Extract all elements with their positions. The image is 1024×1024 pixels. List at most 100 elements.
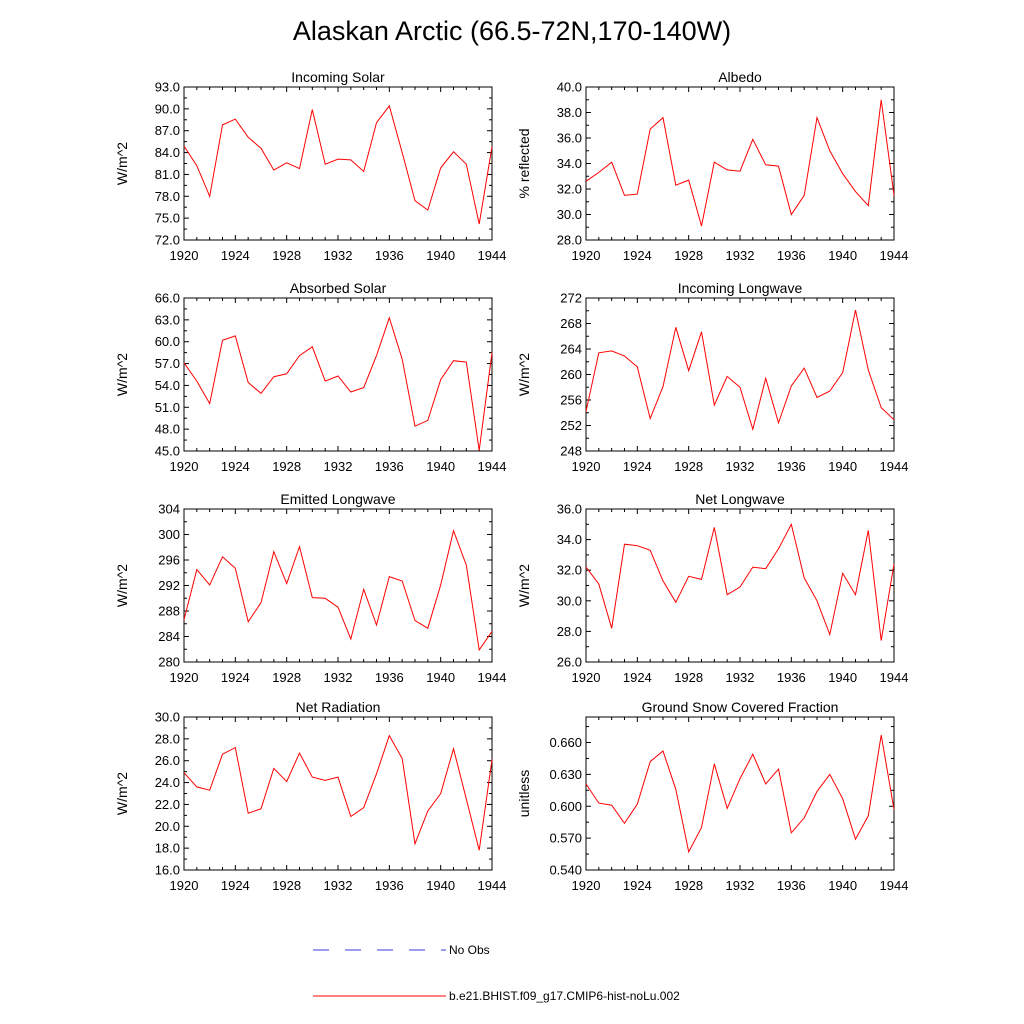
y-tick-label: 75.0 xyxy=(155,211,180,226)
x-tick-label: 1940 xyxy=(426,878,455,893)
y-tick-label: 0.600 xyxy=(549,799,582,814)
y-tick-label: 81.0 xyxy=(155,167,180,182)
y-tick-label: 54.0 xyxy=(155,378,180,393)
panel-ground-snow-covered-fraction: Ground Snow Covered Fraction unitless 1920… xyxy=(516,699,908,893)
y-tick-label: 63.0 xyxy=(155,312,180,327)
x-tick-label: 1924 xyxy=(221,670,250,685)
x-tick-label: 1932 xyxy=(726,459,755,474)
y-tick-label: 26.0 xyxy=(155,753,180,768)
y-tick-label: 90.0 xyxy=(155,101,180,116)
y-axis-label: unitless xyxy=(516,770,532,817)
series-line xyxy=(183,104,493,225)
y-tick-label: 30.0 xyxy=(557,207,582,222)
y-tick-label: 57.0 xyxy=(155,356,180,371)
panel-title: Net Radiation xyxy=(296,699,381,715)
x-tick-label: 1924 xyxy=(221,878,250,893)
y-tick-label: 48.0 xyxy=(155,422,180,437)
x-tick-label: 1932 xyxy=(324,459,353,474)
panel-title: Ground Snow Covered Fraction xyxy=(642,699,839,715)
x-tick-label: 1924 xyxy=(221,248,250,263)
x-tick-label: 1920 xyxy=(572,248,601,263)
y-tick-label: 16.0 xyxy=(155,863,180,878)
y-tick-label: 34.0 xyxy=(557,156,582,171)
y-tick-label: 72.0 xyxy=(155,233,180,248)
y-tick-label: 264 xyxy=(560,342,582,357)
y-axis-label: W/m^2 xyxy=(114,564,130,607)
panel-net-radiation: Net Radiation W/m^2 1920 1924 1928 1932 1936 19… xyxy=(114,699,506,893)
x-tick-label: 1932 xyxy=(324,670,353,685)
x-tick-label: 1940 xyxy=(426,670,455,685)
y-axis-label: W/m^2 xyxy=(114,353,130,396)
x-tick-label: 1920 xyxy=(170,670,199,685)
y-tick-label: 0.570 xyxy=(549,831,582,846)
panel-absorbed-solar: Absorbed Solar W/m^2 1920 1924 1928 1932 1936 1… xyxy=(114,280,506,474)
y-tick-label: 22.0 xyxy=(155,797,180,812)
x-tick-label: 1940 xyxy=(426,248,455,263)
panel-title: Incoming Solar xyxy=(291,69,385,85)
x-tick-label: 1936 xyxy=(375,248,404,263)
series-line xyxy=(585,99,895,227)
y-tick-label: 45.0 xyxy=(155,444,180,459)
y-tick-label: 300 xyxy=(158,527,180,542)
panel-incoming-solar: Incoming Solar W/m^2 1920 1924 1928 1932 1936 1… xyxy=(114,69,506,263)
x-tick-label: 1932 xyxy=(324,878,353,893)
y-tick-label: 28.0 xyxy=(557,233,582,248)
x-tick-label: 1940 xyxy=(426,459,455,474)
x-tick-label: 1932 xyxy=(726,248,755,263)
x-tick-label: 1928 xyxy=(272,670,301,685)
x-tick-label: 1920 xyxy=(170,459,199,474)
y-axis-label: W/m^2 xyxy=(114,772,130,815)
y-tick-label: 288 xyxy=(158,604,180,619)
y-tick-label: 28.0 xyxy=(557,624,582,639)
y-tick-label: 51.0 xyxy=(155,400,180,415)
x-tick-label: 1944 xyxy=(478,248,507,263)
y-axis-label: W/m^2 xyxy=(516,353,532,396)
x-tick-label: 1928 xyxy=(272,248,301,263)
x-tick-label: 1940 xyxy=(828,670,857,685)
y-tick-label: 0.630 xyxy=(549,767,582,782)
x-tick-label: 1936 xyxy=(777,878,806,893)
series-line xyxy=(585,735,895,854)
x-tick-label: 1944 xyxy=(478,670,507,685)
x-tick-label: 1940 xyxy=(828,248,857,263)
plot-frame xyxy=(183,508,493,663)
x-tick-label: 1932 xyxy=(726,670,755,685)
y-tick-label: 36.0 xyxy=(557,131,582,146)
y-axis-label: W/m^2 xyxy=(114,142,130,185)
y-tick-label: 30.0 xyxy=(155,710,180,725)
y-tick-label: 28.0 xyxy=(155,731,180,746)
panel-title: Incoming Longwave xyxy=(678,280,803,296)
y-tick-label: 66.0 xyxy=(155,291,180,306)
y-tick-label: 268 xyxy=(560,316,582,331)
x-tick-label: 1936 xyxy=(777,248,806,263)
y-tick-label: 78.0 xyxy=(155,189,180,204)
x-tick-label: 1920 xyxy=(572,670,601,685)
x-tick-label: 1920 xyxy=(170,248,199,263)
x-tick-label: 1920 xyxy=(170,878,199,893)
panels: Incoming Solar W/m^2 1920 1924 1928 1932 1936 1… xyxy=(114,69,908,893)
plot-frame xyxy=(585,508,895,663)
y-axis-label: W/m^2 xyxy=(516,564,532,607)
legend: No Obs b.e21.BHIST.f09_g17.CMIP6-hist-no… xyxy=(313,943,680,1003)
x-tick-label: 1924 xyxy=(623,670,652,685)
y-tick-label: 30.0 xyxy=(557,593,582,608)
y-tick-label: 32.0 xyxy=(557,182,582,197)
plot-frame xyxy=(183,86,493,241)
y-tick-label: 24.0 xyxy=(155,775,180,790)
y-tick-label: 34.0 xyxy=(557,532,582,547)
x-tick-label: 1928 xyxy=(674,248,703,263)
x-tick-label: 1944 xyxy=(880,459,909,474)
y-tick-label: 84.0 xyxy=(155,145,180,160)
panel-incoming-longwave: Incoming Longwave W/m^2 1920 1924 1928 1932 19… xyxy=(516,280,908,474)
y-tick-label: 93.0 xyxy=(155,80,180,95)
series-line xyxy=(183,734,493,851)
x-tick-label: 1936 xyxy=(777,670,806,685)
plot-frame xyxy=(585,297,895,452)
x-tick-label: 1940 xyxy=(828,878,857,893)
panel-emitted-longwave: Emitted Longwave W/m^2 1920 1924 1928 1932 193… xyxy=(114,491,506,685)
x-tick-label: 1928 xyxy=(674,459,703,474)
y-tick-label: 36.0 xyxy=(557,502,582,517)
y-axis-label: % reflected xyxy=(516,128,532,198)
panel-net-longwave: Net Longwave W/m^2 1920 1924 1928 1932 1936 194… xyxy=(516,491,908,685)
